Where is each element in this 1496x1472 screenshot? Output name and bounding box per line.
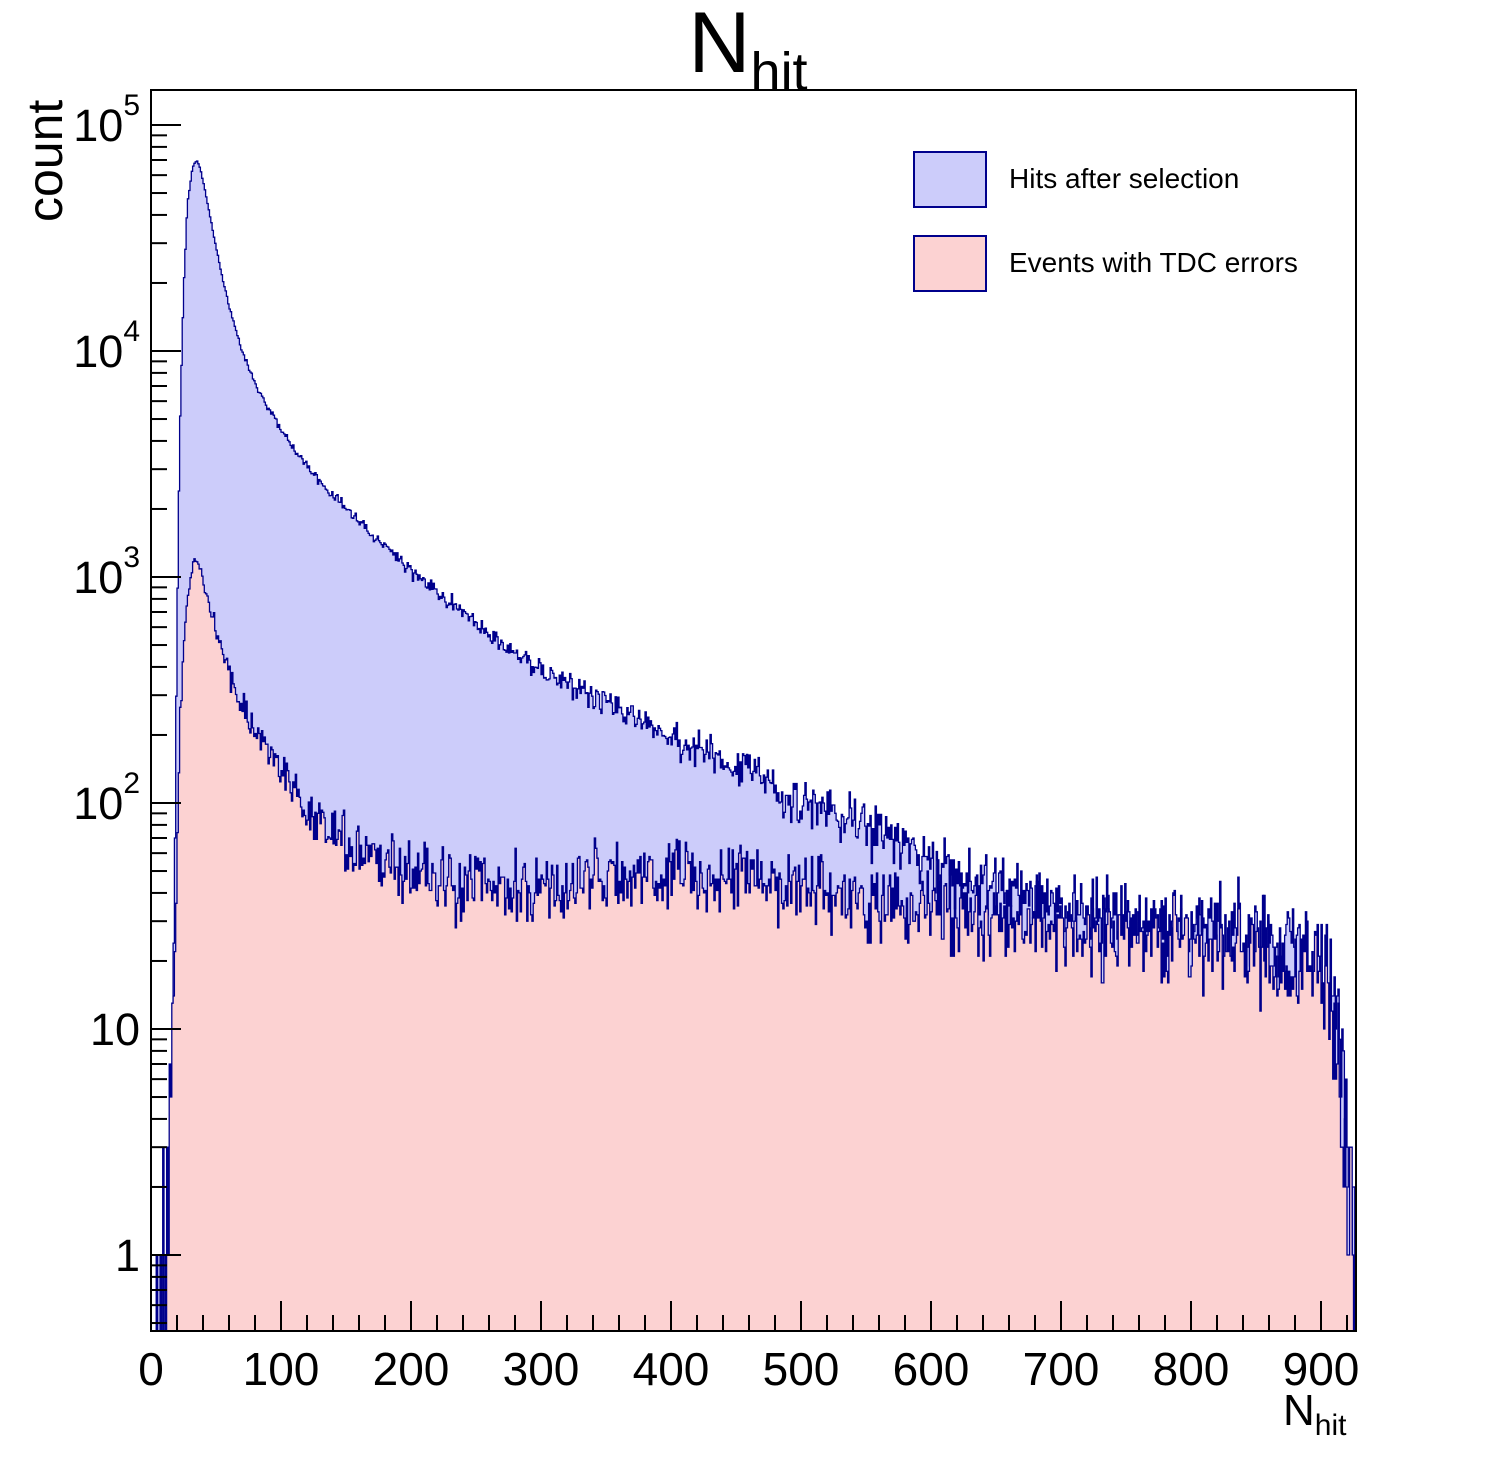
legend-label: Hits after selection	[1009, 163, 1240, 194]
y-tick-label: 103	[73, 541, 140, 603]
y-tick-label: 104	[73, 315, 140, 377]
x-axis-label-main: N	[1283, 1386, 1315, 1435]
y-tick-label: 1	[115, 1230, 140, 1281]
x-tick-label: 0	[138, 1343, 164, 1395]
x-tick-label: 100	[243, 1343, 320, 1395]
x-tick-label: 800	[1153, 1343, 1230, 1395]
x-tick-label: 500	[763, 1343, 840, 1395]
x-tick-label: 300	[503, 1343, 580, 1395]
legend-item-hits-after-selection: Hits after selection	[913, 150, 1298, 208]
axis-tick-labels: 0 100 200 300 400 500 600 700 800 900 1 10 102 103 104…	[73, 89, 1359, 1395]
y-axis-label: count	[17, 99, 73, 222]
series-path-events-with-tdc-errors	[155, 558, 1357, 1332]
x-tick-label: 700	[1023, 1343, 1100, 1395]
chart-title: Nhit	[0, 0, 1496, 99]
legend-label: Events with TDC errors	[1009, 247, 1298, 278]
series-events-with-tdc-errors	[155, 558, 1357, 1332]
x-tick-label: 900	[1283, 1343, 1360, 1395]
legend-swatch-pink	[913, 234, 987, 292]
x-tick-label: 200	[373, 1343, 450, 1395]
legend-item-events-with-tdc-errors: Events with TDC errors	[913, 234, 1298, 292]
plot-frame	[150, 89, 1357, 1332]
x-tick-label: 400	[633, 1343, 710, 1395]
chart-title-sub: hit	[750, 42, 808, 103]
y-tick-label: 10	[90, 1004, 140, 1055]
x-axis-label: Nhit	[1283, 1386, 1346, 1440]
legend-swatch-blue	[913, 150, 987, 208]
x-tick-label: 600	[893, 1343, 970, 1395]
axis-ticks	[150, 124, 1348, 1331]
chart-title-main: N	[688, 0, 751, 91]
x-axis-label-sub: hit	[1314, 1408, 1347, 1442]
y-tick-label: 105	[73, 89, 140, 151]
legend: Hits after selection Events with TDC err…	[913, 150, 1298, 318]
y-tick-label: 102	[73, 767, 140, 829]
